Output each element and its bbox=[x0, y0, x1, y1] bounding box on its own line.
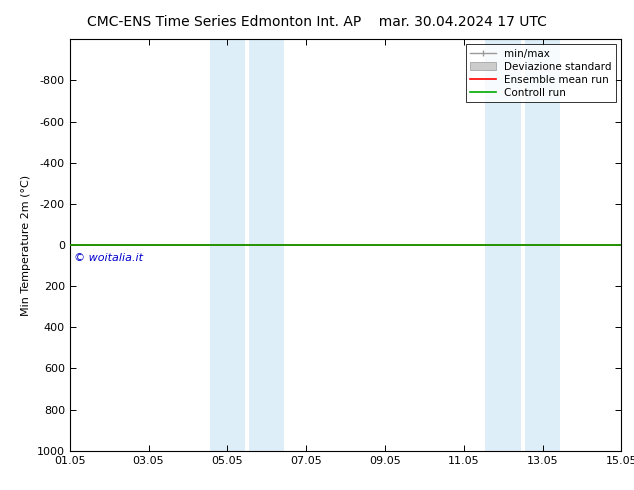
Bar bbox=[486, 39, 521, 451]
Bar bbox=[249, 39, 285, 451]
Bar bbox=[210, 39, 245, 451]
Y-axis label: Min Temperature 2m (°C): Min Temperature 2m (°C) bbox=[22, 174, 31, 316]
Bar bbox=[525, 39, 560, 451]
Text: CMC-ENS Time Series Edmonton Int. AP    mar. 30.04.2024 17 UTC: CMC-ENS Time Series Edmonton Int. AP mar… bbox=[87, 15, 547, 29]
Legend: min/max, Deviazione standard, Ensemble mean run, Controll run: min/max, Deviazione standard, Ensemble m… bbox=[466, 45, 616, 102]
Text: © woitalia.it: © woitalia.it bbox=[74, 253, 143, 264]
